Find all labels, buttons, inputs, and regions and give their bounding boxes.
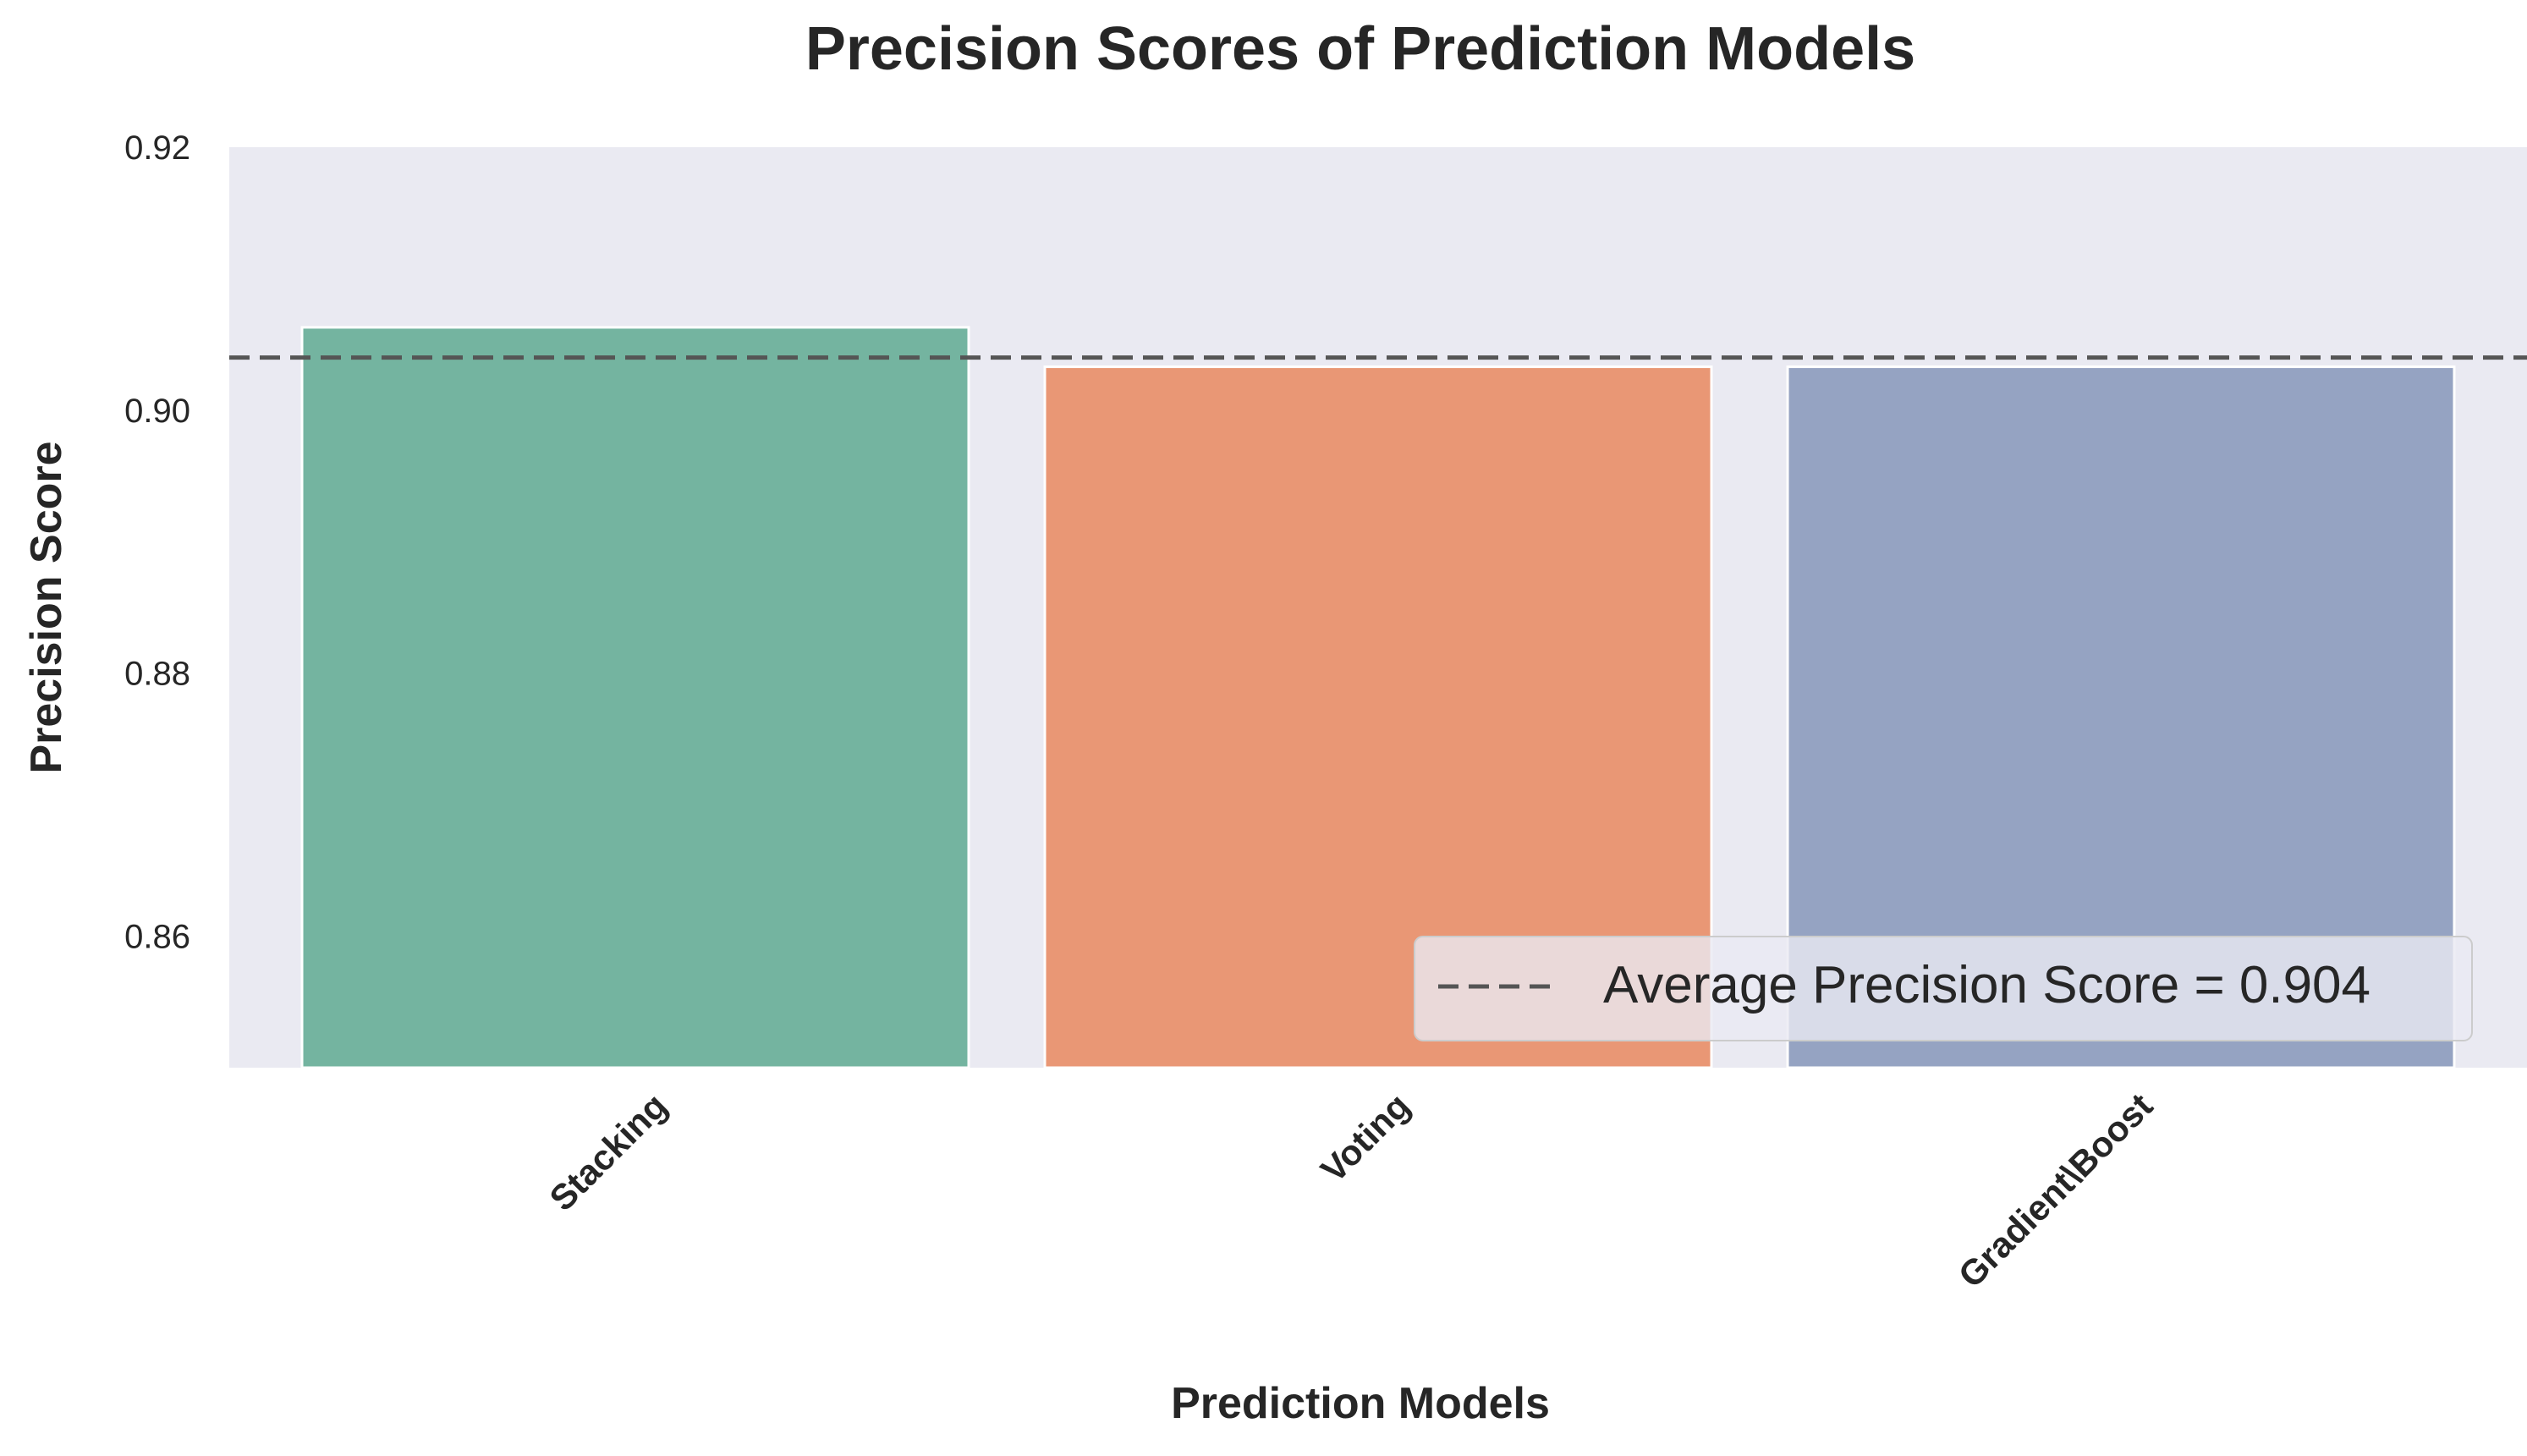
y-tick-label: 0.92 — [124, 129, 190, 167]
y-tick-labels: 0.86 0.88 0.90 0.92 — [124, 129, 190, 956]
chart-title: Precision Scores of Prediction Models — [805, 15, 1915, 83]
y-tick-label: 0.88 — [124, 656, 190, 693]
y-tick-label: 0.86 — [124, 919, 190, 956]
legend: Average Precision Score = 0.904 — [1414, 936, 2473, 1041]
x-axis-title: Prediction Models — [1171, 1379, 1550, 1428]
y-axis-title: Precision Score — [22, 441, 71, 773]
legend-label: Average Precision Score = 0.904 — [1603, 956, 2370, 1014]
y-tick-label: 0.90 — [124, 393, 190, 430]
x-tick-labels: Stacking Voting Gradient\Boost — [541, 1085, 2160, 1295]
x-tick-label: Voting — [1313, 1085, 1417, 1190]
legend-frame — [1414, 936, 2473, 1041]
x-tick-label: Gradient\Boost — [1951, 1085, 2161, 1295]
x-tick-label: Stacking — [541, 1085, 674, 1218]
bar-stacking — [300, 326, 970, 1069]
